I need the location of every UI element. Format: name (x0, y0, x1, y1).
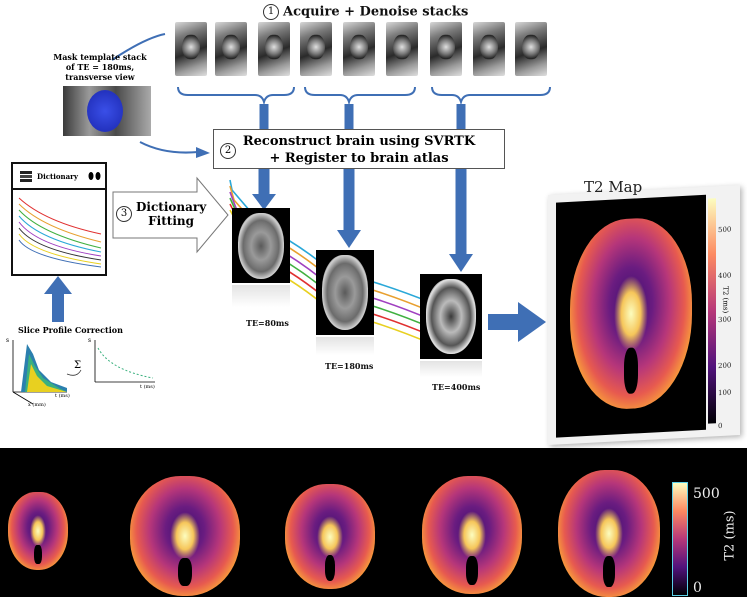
slice-left-t-label: t (ms) (55, 393, 70, 399)
brain-mask-overlay (87, 90, 123, 132)
bottom-colorbar-label: T2 (ms) (722, 510, 738, 561)
mri-volume-3 (420, 274, 482, 359)
stack-thumbnail (343, 22, 375, 76)
slice-profile-plots (12, 340, 155, 405)
mask-to-reco-curve (139, 141, 199, 154)
stack-thumbnail (215, 22, 247, 76)
brace-group-3 (431, 86, 551, 106)
te-label-3: TE=400ms (432, 382, 481, 392)
stack-thumbnail (175, 22, 207, 76)
stack-thumbnail (515, 22, 547, 76)
step1-number: 1 (263, 4, 279, 20)
sum-symbol: Σ (74, 360, 82, 371)
arrowhead-mri-1 (252, 194, 276, 210)
mri-volume-1 (232, 208, 290, 283)
dictionary-curves (18, 197, 102, 268)
t2map-example-5 (558, 470, 660, 597)
dots-icon (88, 172, 101, 180)
step3-line1: Dictionary (136, 200, 207, 214)
reconstruct-line2: + Register to brain atlas (269, 151, 449, 166)
t2map-tick-100: 100 (718, 388, 732, 398)
mri-reflection-3 (420, 361, 482, 377)
mask-template-image (63, 86, 151, 136)
mri-volume-2 (316, 250, 374, 335)
mri-reflection-2 (316, 337, 374, 355)
t2map-tick-200: 200 (718, 361, 732, 371)
t2map-example-2 (130, 476, 240, 596)
slice-left-x-label: x (mm) (28, 402, 46, 408)
slice-right-t-label: t (ms) (140, 384, 155, 390)
book-stack-icon (20, 171, 32, 182)
bottom-tick-max: 500 (693, 486, 720, 502)
reconstruct-line1: Reconstruct brain using SVRTK (242, 134, 476, 149)
t2map-panel: 500 400 300 200 100 0 T2 (ms) (548, 184, 740, 446)
t2map-example-4 (422, 476, 522, 594)
bottom-colorbar (672, 482, 688, 596)
t2map-brain (570, 215, 692, 412)
stack-thumbnail (258, 22, 290, 76)
t2map-tick-500: 500 (718, 225, 732, 235)
brace-group-2 (304, 86, 416, 106)
stack-thumbnail (386, 22, 418, 76)
step2-number: 2 (220, 142, 236, 159)
t2map-tick-300: 300 (718, 315, 732, 325)
stack-thumbnail (430, 22, 462, 76)
mask-link-curve (111, 33, 166, 61)
slice-profile-label: Slice Profile Correction (18, 325, 123, 335)
step1-title: 1 Acquire + Denoise stacks (263, 4, 468, 20)
mask-template-label: Mask template stack of TE = 180ms, trans… (53, 52, 147, 82)
arrowhead-mri-2 (337, 230, 361, 248)
te-label-2: TE=180ms (325, 361, 374, 371)
stack-thumbnail (473, 22, 505, 76)
stack-thumbnail (300, 22, 332, 76)
step3-label: 3 Dictionary Fitting (116, 200, 206, 228)
to-t2map-arrowhead (518, 302, 546, 342)
slice-left-s-label: s (6, 337, 10, 344)
brace-group-1 (177, 86, 295, 106)
slice-right-s-label: s (88, 337, 92, 344)
t2map-tick-0: 0 (718, 421, 723, 431)
mri-reflection-1 (232, 285, 290, 307)
te-label-1: TE=80ms (246, 318, 289, 328)
t2map-title: T2 Map (584, 178, 643, 196)
step1-text: Acquire + Denoise stacks (283, 4, 469, 20)
dictionary-panel: Dictionary (11, 162, 107, 276)
step3-number: 3 (116, 206, 132, 222)
reconstruct-box: 2 Reconstruct brain using SVRTK + Regist… (213, 129, 505, 169)
t2map-example-3 (285, 484, 375, 589)
slice-profile-arrowhead (44, 276, 72, 294)
dictionary-label: Dictionary (37, 171, 78, 181)
t2map-colorbar-label: T2 (ms) (721, 285, 730, 314)
t2map-tick-400: 400 (718, 271, 732, 281)
dictionary-fitting-arrow (112, 176, 229, 254)
bottom-tick-min: 0 (693, 580, 702, 596)
t2map-image (556, 194, 706, 438)
t2map-colorbar (708, 198, 716, 424)
t2-maps-strip: 500 0 T2 (ms) (0, 448, 747, 597)
arrowhead-mri-3 (449, 254, 473, 272)
step3-line2: Fitting (148, 214, 194, 228)
t2map-example-1 (8, 492, 68, 570)
mask-arrowhead (196, 147, 210, 158)
